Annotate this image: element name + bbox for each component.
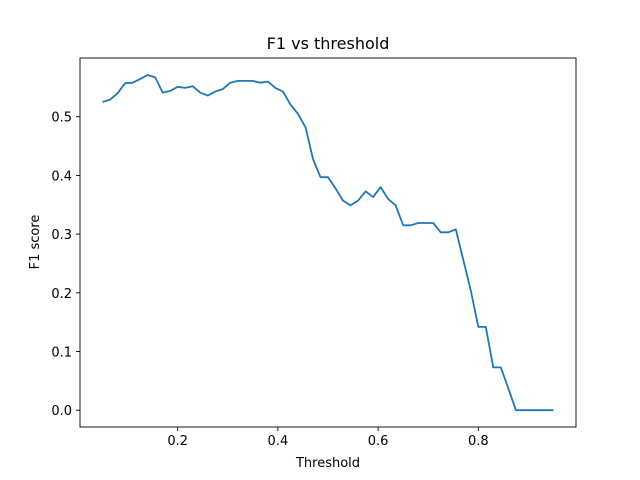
x-axis-label: Threshold (295, 456, 360, 471)
x-tick-label: 0.2 (167, 434, 188, 449)
y-tick-label: 0.4 (51, 169, 72, 184)
y-tick-label: 0.5 (51, 111, 72, 126)
chart-title: F1 vs threshold (267, 34, 390, 53)
y-axis-ticks: 0.0 0.1 0.2 0.3 0.4 0.5 (51, 111, 80, 419)
axes-frame (79, 57, 577, 428)
y-tick-label: 0.2 (51, 287, 72, 302)
x-tick-label: 0.8 (468, 434, 489, 449)
series-line (102, 74, 554, 412)
y-tick-label: 0.1 (51, 346, 72, 361)
y-tick-label: 0.0 (51, 404, 72, 419)
x-tick-label: 0.4 (268, 434, 289, 449)
x-tick-label: 0.6 (368, 434, 389, 449)
y-axis-label: F1 score (28, 215, 43, 270)
y-tick-label: 0.3 (51, 228, 72, 243)
x-axis-ticks: 0.2 0.4 0.6 0.8 (167, 427, 489, 449)
